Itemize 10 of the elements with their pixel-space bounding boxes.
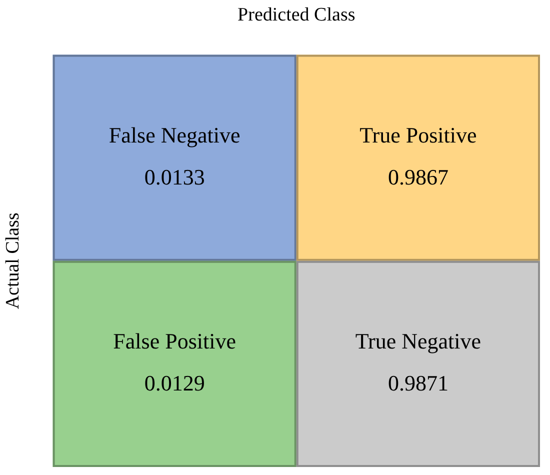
category-label: True Positive	[360, 122, 477, 148]
data-label: 0.0129	[144, 370, 205, 396]
text: Predicted Class	[238, 4, 356, 26]
category-label: False Positive	[113, 328, 236, 354]
data-label: 0.0133	[144, 164, 205, 190]
text: Actual Class	[2, 212, 24, 310]
category-label: False Negative	[108, 122, 240, 148]
data-label: 0.9867	[388, 164, 448, 190]
data-label: 0.9871	[388, 370, 448, 396]
category-label: True Negative	[355, 328, 482, 354]
